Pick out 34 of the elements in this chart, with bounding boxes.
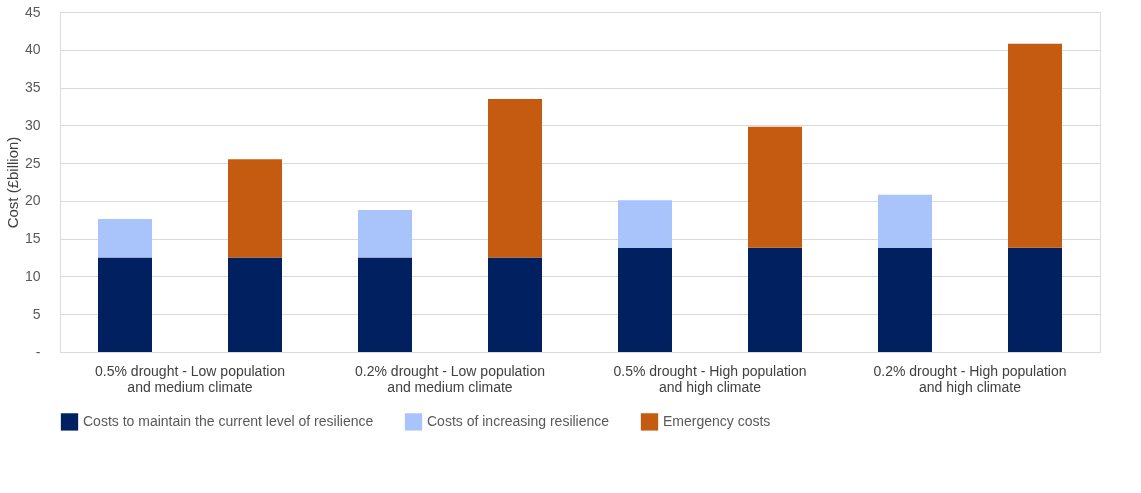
bar xyxy=(748,247,802,352)
bar xyxy=(1008,43,1062,248)
bar xyxy=(228,257,282,352)
legend-label: Emergency costs xyxy=(663,412,771,429)
bar xyxy=(618,247,672,352)
bar xyxy=(358,257,412,352)
y-tick-label: 25 xyxy=(24,154,41,171)
x-tick-label: 0.5% drought - Low population and medium climate xyxy=(95,362,285,395)
bar xyxy=(358,209,412,258)
y-tick-label: - xyxy=(35,343,41,360)
x-tick-label: 0.2% drought - High population and high climate xyxy=(873,362,1067,395)
y-tick-label: 5 xyxy=(32,305,41,322)
x-tick-label: 0.5% drought - High population and high climate xyxy=(613,362,807,395)
bar xyxy=(878,194,932,248)
legend-label: Costs to maintain the current level of resilience xyxy=(83,412,374,429)
y-tick-label: 30 xyxy=(24,116,41,133)
bar xyxy=(618,200,672,248)
bar xyxy=(878,247,932,352)
bar xyxy=(98,257,152,352)
y-tick-label: 20 xyxy=(24,192,41,209)
bar xyxy=(488,257,542,352)
y-tick-label: 10 xyxy=(24,267,41,284)
y-tick-label: 45 xyxy=(24,3,41,20)
legend-label: Costs of increasing resilience xyxy=(427,412,610,429)
bar xyxy=(1008,247,1062,352)
y-tick-label: 35 xyxy=(24,79,41,96)
x-tick-label: 0.2% drought - Low population and medium climate xyxy=(355,362,545,395)
y-axis-title: Cost (£billion) xyxy=(3,136,21,229)
bar xyxy=(488,98,542,258)
bar xyxy=(748,126,802,248)
y-tick-label: 40 xyxy=(24,41,41,58)
bar xyxy=(98,219,152,258)
bar xyxy=(228,159,282,258)
y-tick-label: 15 xyxy=(24,230,41,247)
